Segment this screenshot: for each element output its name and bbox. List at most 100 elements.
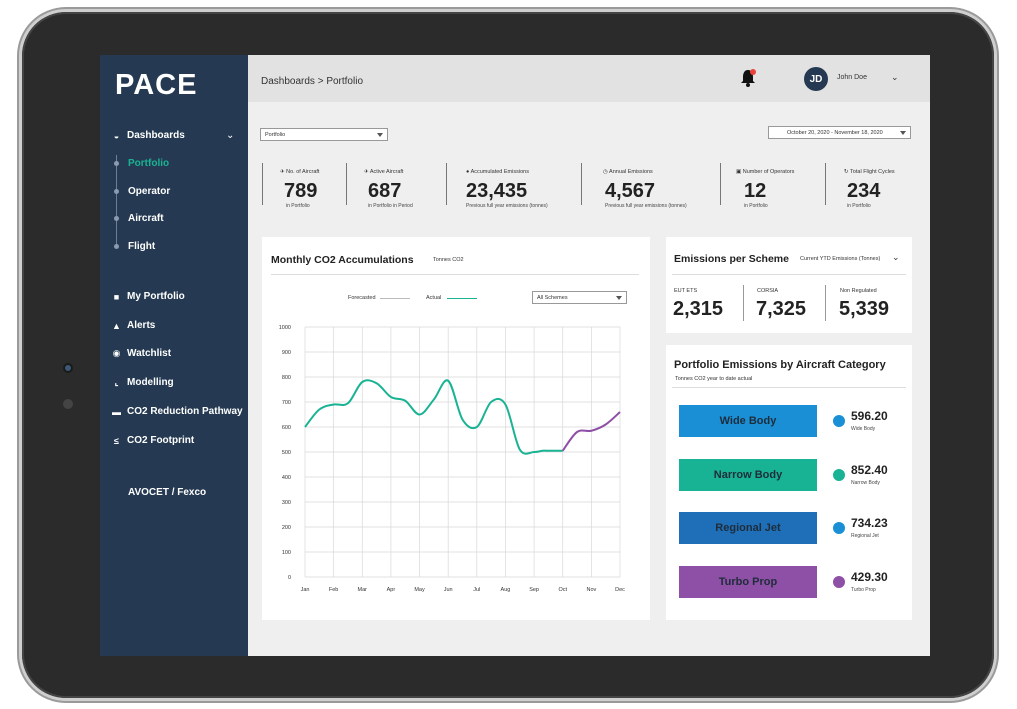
avatar[interactable]: JD	[804, 67, 828, 91]
category-regional-jet-button[interactable]: Regional Jet	[679, 512, 817, 544]
scheme-label: EUT ETS	[674, 288, 698, 294]
kpi-divider	[262, 163, 263, 205]
bell-icon: ▲	[112, 320, 121, 331]
dropdown-arrow-icon	[900, 131, 906, 135]
category-value: 734.23	[851, 516, 888, 530]
breadcrumb[interactable]: Dashboards > Portfolio	[261, 76, 364, 87]
dashboard-icon: ◒	[113, 130, 120, 141]
scheme-value: 7,325	[756, 298, 807, 320]
nav-dashboards[interactable]: ◒ Dashboards	[112, 130, 185, 141]
subnav-line	[116, 155, 117, 247]
scheme-divider	[743, 285, 744, 321]
kpi-label: ↻ Total Flight Cycles	[844, 169, 895, 175]
category-label: Narrow Body	[851, 480, 880, 486]
kpi-label-text: Active Aircraft	[369, 169, 404, 175]
kpi-label: ▣ Number of Operators	[736, 169, 794, 175]
nav-label: My Portfolio	[127, 291, 185, 302]
nav-co2-footprint[interactable]: ≤ CO2 Footprint	[112, 435, 194, 446]
dropdown-arrow-icon	[377, 133, 383, 137]
x-tick-label: Aug	[501, 587, 511, 593]
sidebar: PACE ◒ Dashboards ⌄ Portfolio Operator A…	[100, 55, 248, 656]
user-name[interactable]: John Doe	[837, 74, 867, 81]
y-tick-label: 700	[282, 400, 291, 406]
category-value: 852.40	[851, 463, 888, 477]
x-tick-label: Jul	[473, 587, 480, 593]
monthly-co2-chart: 0 100 200 300 400 500 600 700 800 900 1000 Jan Feb Ma…	[279, 325, 625, 593]
kpi-label: ● Accumulated Emissions	[466, 169, 529, 175]
y-tick-label: 400	[282, 475, 291, 481]
y-tick-label: 200	[282, 525, 291, 531]
app-screen: PACE ◒ Dashboards ⌄ Portfolio Operator A…	[100, 55, 930, 656]
narrow-body-dot	[833, 469, 845, 481]
nav-dashboards-label: Dashboards	[127, 130, 185, 141]
kpi-divider	[720, 163, 721, 205]
divider	[672, 387, 906, 388]
legend-forecast-label: Forecasted	[348, 295, 376, 301]
chevron-down-icon[interactable]: ⌄	[226, 130, 235, 141]
monthly-co2-unit: Tonnes CO2	[433, 257, 464, 263]
kpi-sub: in Portfolio	[847, 203, 871, 209]
x-tick-label: Jan	[301, 587, 310, 593]
kpi-label: ✈ No. of Aircraft	[280, 169, 319, 175]
portfolio-select[interactable]: Portfolio	[260, 128, 388, 141]
organization-label: AVOCET / Fexco	[128, 487, 207, 498]
kpi-label-text: No. of Aircraft	[286, 169, 320, 175]
subnav-dot	[114, 189, 119, 194]
clock-icon: ◷	[603, 169, 608, 175]
kpi-sub: in Portfolio in Period	[368, 203, 413, 209]
nav-label: CO2 Footprint	[127, 435, 195, 446]
monthly-co2-card: Monthly CO2 Accumulations Tonnes CO2 For…	[262, 237, 650, 620]
subnav-dot	[114, 216, 119, 221]
category-label: Turbo Prop	[851, 587, 876, 593]
regional-jet-dot	[833, 522, 845, 534]
camera-icon	[63, 363, 73, 373]
category-wide-body-button[interactable]: Wide Body	[679, 405, 817, 437]
dropdown-arrow-icon	[616, 296, 622, 300]
x-tick-label: Mar	[358, 587, 368, 593]
notification-bell-icon[interactable]	[738, 68, 758, 88]
legend-forecast-swatch	[380, 298, 410, 299]
nav-alerts[interactable]: ▲ Alerts	[112, 320, 155, 331]
nav-label: CO2 Reduction Pathway	[127, 406, 243, 417]
category-label: Regional Jet	[851, 533, 879, 539]
nav-co2-reduction[interactable]: ▬ CO2 Reduction Pathway	[112, 406, 243, 417]
category-narrow-body-button[interactable]: Narrow Body	[679, 459, 817, 491]
category-turbo-prop-button[interactable]: Turbo Prop	[679, 566, 817, 598]
portfolio-select-value: Portfolio	[265, 132, 286, 138]
scheme-title: Emissions per Scheme	[674, 253, 789, 265]
scheme-value: 2,315	[673, 298, 724, 320]
app-logo[interactable]: PACE	[115, 69, 198, 101]
category-title: Portfolio Emissions by Aircraft Category	[674, 359, 886, 371]
category-subtitle: Tonnes CO2 year to date actual	[675, 376, 753, 382]
subnav-portfolio[interactable]: Portfolio	[128, 158, 170, 169]
scheme-subtitle: Current YTD Emissions (Tonnes)	[800, 256, 881, 262]
x-tick-label: Sep	[529, 587, 539, 593]
y-tick-label: 600	[282, 425, 291, 431]
nav-my-portfolio[interactable]: ■ My Portfolio	[112, 291, 185, 302]
chevron-down-icon[interactable]: ⌄	[891, 72, 899, 82]
chevron-down-icon[interactable]: ⌄	[892, 252, 900, 262]
chart-icon: ⌞	[114, 377, 119, 387]
kpi-sub: in Portfolio	[744, 203, 768, 209]
y-tick-label: 0	[288, 575, 291, 581]
briefcase-icon: ■	[113, 291, 120, 302]
legend-actual-swatch	[447, 298, 477, 299]
kpi-label-text: Total Flight Cycles	[850, 169, 895, 175]
subnav-flight[interactable]: Flight	[128, 241, 156, 252]
y-tick-label: 900	[282, 350, 291, 356]
nav-label: Modelling	[127, 377, 174, 388]
nav-modelling[interactable]: ⌞ Modelling	[112, 377, 174, 388]
date-range-select[interactable]: October 20, 2020 - November 18, 2020	[768, 126, 911, 139]
nav-watchlist[interactable]: ◉ Watchlist	[112, 348, 172, 359]
date-range-value: October 20, 2020 - November 18, 2020	[787, 130, 883, 136]
x-tick-label: Nov	[586, 587, 596, 593]
x-tick-label: Dec	[615, 587, 625, 593]
kpi-divider	[825, 163, 826, 205]
y-tick-label: 100	[282, 550, 291, 556]
kpi-label-text: Annual Emissions	[609, 169, 653, 175]
subnav-aircraft[interactable]: Aircraft	[128, 213, 164, 224]
subnav-operator[interactable]: Operator	[128, 186, 171, 197]
scheme-select[interactable]: All Schemes	[532, 291, 627, 304]
category-value: 596.20	[851, 409, 888, 423]
kpi-divider	[346, 163, 347, 205]
